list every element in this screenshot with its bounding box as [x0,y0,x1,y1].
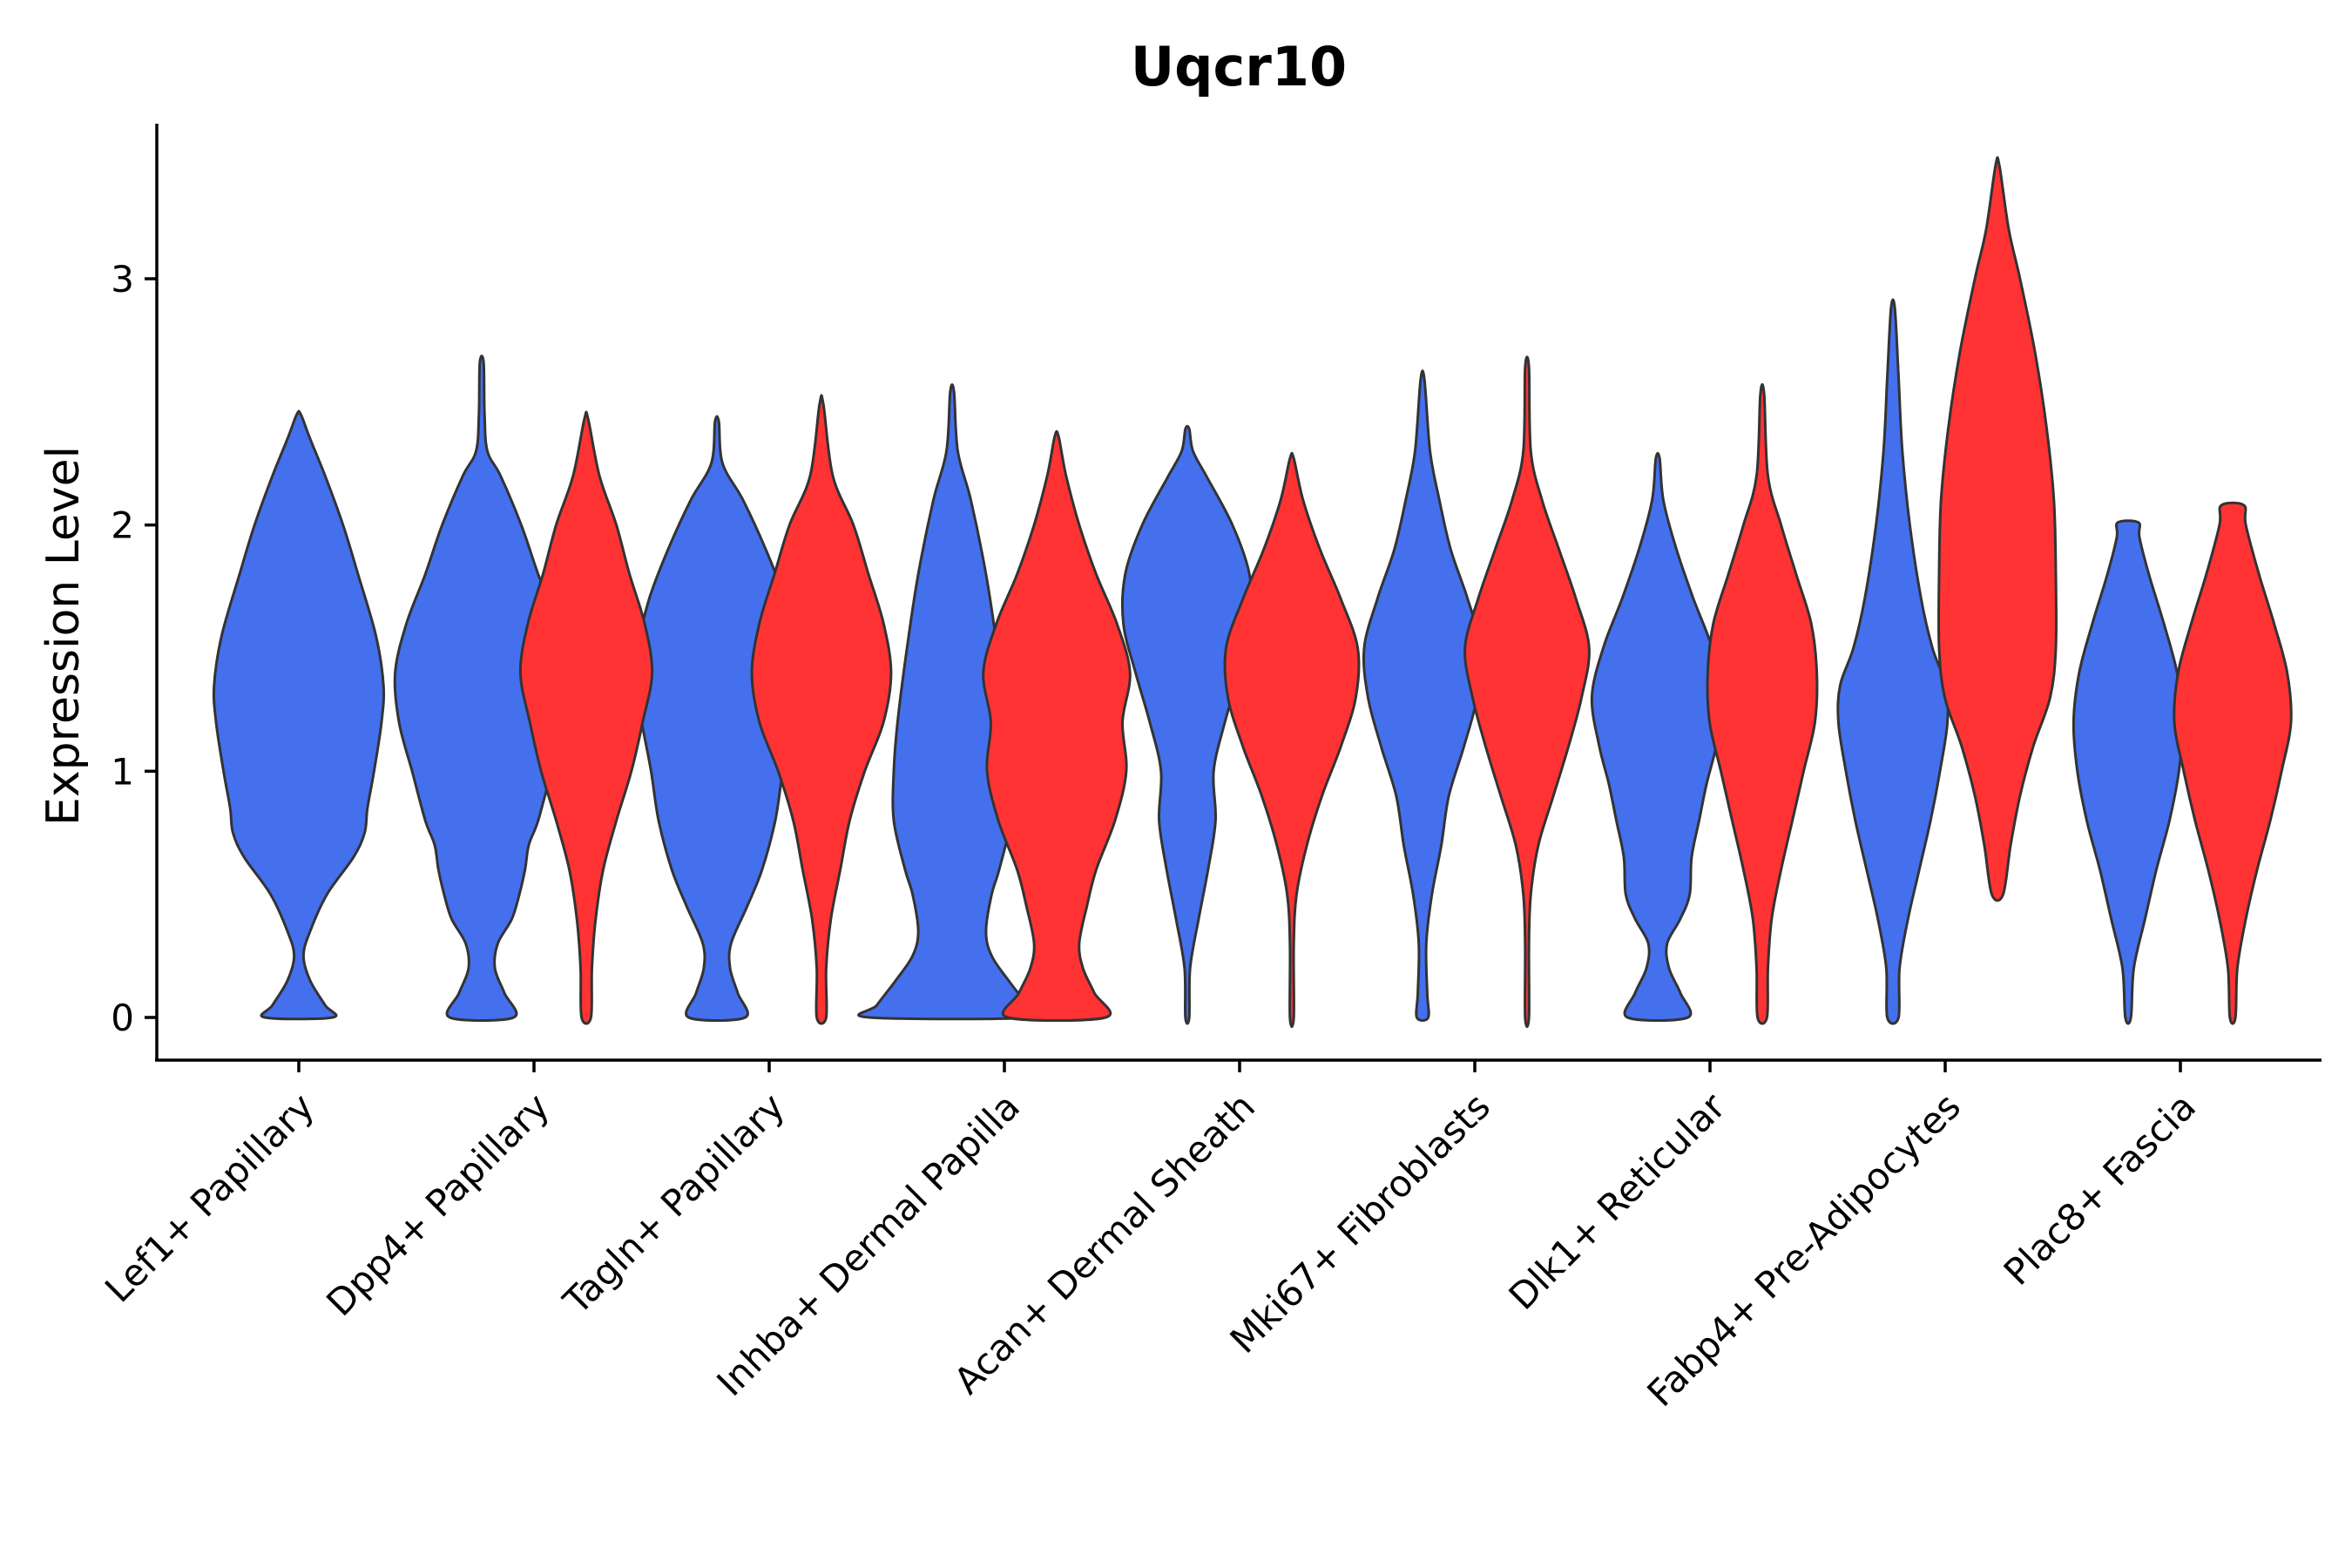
y-tick-label-3: 3 [111,258,134,301]
violin-dlk1-reticular-group-red [1706,382,1819,1025]
x-tick-label-lef1-papillary: Lef1+ Papillary [97,1085,322,1310]
violin-dpp4-papillary-group-red [518,410,654,1025]
violin-lef1-papillary-group-blue [212,409,386,1021]
violin-fabp4-pre-adipocytes-group-red [1936,156,2058,902]
x-tick-label-dpp4-papillary: Dpp4+ Papillary [318,1085,558,1324]
violin-tagln-papillary-group-blue [634,415,800,1022]
x-tick-label-plac8-fascia: Plac8+ Fascia [1996,1085,2204,1293]
violin-inhba-dermal-papilla-group-red [982,429,1132,1022]
violin-plac8-fascia-group-blue [2072,519,2185,1025]
violin-mki67-fibroblasts-group-red [1463,355,1591,1029]
violin-tagln-papillary-group-red [750,394,893,1025]
x-tick-label-dlk1-reticular: Dlk1+ Reticular [1501,1085,1734,1318]
violin-plac8-fascia-group-red [2173,501,2293,1025]
y-tick-label-0: 0 [111,997,134,1039]
y-axis-label: Expression Level [37,446,90,826]
chart-title: Uqcr10 [1131,35,1347,98]
y-tick-label-1: 1 [111,750,134,793]
y-ticks: 0 1 2 3 [111,258,157,1039]
violin-dlk1-reticular-group-blue [1590,451,1726,1022]
violin-acan-dermal-sheath-group-red [1223,451,1361,1029]
violin-mki67-fibroblasts-group-blue [1362,369,1484,1023]
x-tick-label-tagln-papillary: Tagln+ Papillary [555,1085,793,1322]
violin-dpp4-papillary-group-blue [393,355,571,1022]
violins-layer [212,156,2293,1029]
x-tick-label-mki67-fibroblasts: Mki67+ Fibroblasts [1222,1085,1498,1361]
violin-inhba-dermal-papilla-group-blue [857,383,1047,1021]
violin-acan-dermal-sheath-group-blue [1120,424,1254,1025]
y-tick-label-2: 2 [111,504,134,547]
violin-fabp4-pre-adipocytes-group-blue [1836,298,1950,1025]
